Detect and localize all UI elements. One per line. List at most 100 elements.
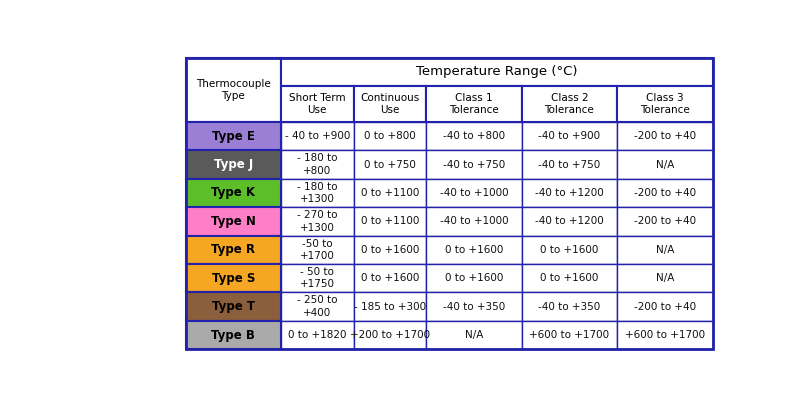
Bar [281, 236, 354, 264]
Text: 0 to +1600: 0 to +1600 [445, 273, 503, 283]
Bar [186, 264, 281, 292]
Bar [522, 321, 617, 349]
Text: Type S: Type S [211, 272, 255, 285]
Bar [281, 179, 354, 207]
Text: Type J: Type J [214, 158, 253, 171]
Bar [617, 207, 713, 236]
Bar [522, 236, 617, 264]
Bar [426, 264, 522, 292]
Bar [426, 321, 522, 349]
Bar [354, 264, 426, 292]
Bar [426, 150, 522, 179]
Bar [354, 207, 426, 236]
Text: -40 to +1000: -40 to +1000 [440, 216, 508, 226]
Bar [186, 321, 281, 349]
Text: -200 to +40: -200 to +40 [634, 131, 696, 141]
Bar [617, 150, 713, 179]
Text: Type R: Type R [211, 243, 255, 256]
Bar [354, 150, 426, 179]
Text: +600 to +1700: +600 to +1700 [530, 330, 610, 340]
Bar [186, 150, 281, 179]
Bar [354, 179, 426, 207]
Text: 0 to +1600: 0 to +1600 [540, 273, 598, 283]
Bar [426, 292, 522, 321]
Text: 0 to +1600: 0 to +1600 [445, 245, 503, 255]
Bar [281, 264, 354, 292]
Bar [522, 150, 617, 179]
Bar [186, 58, 281, 122]
Text: Temperature Range (°C): Temperature Range (°C) [416, 65, 578, 78]
Text: -200 to +40: -200 to +40 [634, 188, 696, 198]
Bar [354, 86, 426, 122]
Bar [186, 207, 281, 236]
Bar [281, 86, 354, 122]
Bar [281, 150, 354, 179]
Bar [186, 236, 281, 264]
Text: Short Term
Use: Short Term Use [289, 92, 346, 115]
Text: N/A: N/A [465, 330, 483, 340]
Text: 0 to +1600: 0 to +1600 [361, 245, 419, 255]
Text: Class 3
Tolerance: Class 3 Tolerance [640, 92, 690, 115]
Text: 0 to +1100: 0 to +1100 [361, 216, 419, 226]
Text: Type E: Type E [212, 130, 254, 143]
Bar [426, 179, 522, 207]
Bar [186, 58, 713, 349]
Text: -40 to +900: -40 to +900 [538, 131, 601, 141]
Text: N/A: N/A [656, 245, 674, 255]
Bar [617, 264, 713, 292]
Bar [617, 86, 713, 122]
Text: 0 to +1100: 0 to +1100 [361, 188, 419, 198]
Bar [354, 122, 426, 150]
Text: Type T: Type T [212, 300, 254, 313]
Text: -40 to +350: -40 to +350 [443, 302, 505, 312]
Text: -40 to +750: -40 to +750 [443, 160, 505, 170]
Bar [281, 321, 354, 349]
Bar [186, 292, 281, 321]
Bar [426, 207, 522, 236]
Bar [354, 236, 426, 264]
Bar [522, 86, 617, 122]
Bar [617, 179, 713, 207]
Text: -40 to +1200: -40 to +1200 [535, 216, 604, 226]
Text: Thermocouple
Type: Thermocouple Type [196, 79, 270, 101]
Text: - 180 to
+800: - 180 to +800 [297, 153, 338, 176]
Text: Class 2
Tolerance: Class 2 Tolerance [545, 92, 594, 115]
Bar [186, 122, 281, 150]
Bar [617, 236, 713, 264]
Bar [617, 321, 713, 349]
Bar [522, 179, 617, 207]
Text: - 185 to +300: - 185 to +300 [354, 302, 426, 312]
Bar [522, 292, 617, 321]
Bar [426, 86, 522, 122]
Text: -40 to +800: -40 to +800 [443, 131, 505, 141]
Text: 0 to +1820: 0 to +1820 [288, 330, 346, 340]
Bar [186, 179, 281, 207]
Text: Type B: Type B [211, 328, 255, 342]
Text: N/A: N/A [656, 273, 674, 283]
Bar [522, 122, 617, 150]
Text: Type N: Type N [211, 215, 256, 228]
Text: -40 to +1200: -40 to +1200 [535, 188, 604, 198]
Text: -40 to +350: -40 to +350 [538, 302, 601, 312]
Text: -200 to +40: -200 to +40 [634, 216, 696, 226]
Text: - 40 to +900: - 40 to +900 [285, 131, 350, 141]
Bar [522, 207, 617, 236]
Text: - 180 to
+1300: - 180 to +1300 [297, 182, 338, 204]
Bar [281, 122, 354, 150]
Text: 0 to +1600: 0 to +1600 [361, 273, 419, 283]
Bar [426, 122, 522, 150]
Bar [281, 58, 713, 86]
Text: Continuous
Use: Continuous Use [360, 92, 419, 115]
Text: -50 to
+1700: -50 to +1700 [300, 238, 334, 261]
Bar [354, 321, 426, 349]
Bar [426, 236, 522, 264]
Bar [354, 292, 426, 321]
Bar [617, 122, 713, 150]
Text: +600 to +1700: +600 to +1700 [625, 330, 705, 340]
Text: - 270 to
+1300: - 270 to +1300 [297, 210, 338, 232]
Text: -40 to +1000: -40 to +1000 [440, 188, 508, 198]
Text: - 250 to
+400: - 250 to +400 [297, 296, 338, 318]
Text: +200 to +1700: +200 to +1700 [350, 330, 430, 340]
Text: - 50 to
+1750: - 50 to +1750 [300, 267, 335, 290]
Text: 0 to +1600: 0 to +1600 [540, 245, 598, 255]
